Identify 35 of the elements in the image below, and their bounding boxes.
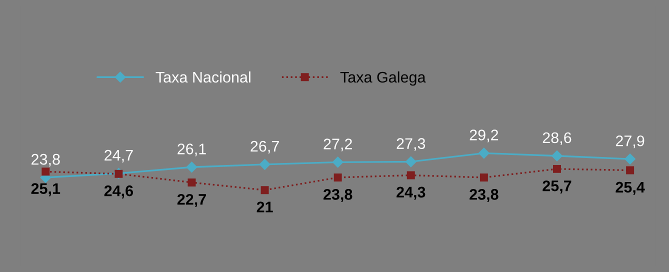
point (624, 154, 636, 164)
point (478, 148, 490, 159)
data-label: 29,2 (470, 130, 498, 142)
data-label: 26,7 (250, 140, 279, 154)
data-label: 23,8 (470, 189, 498, 202)
point (626, 166, 634, 174)
data-label: 25,1 (31, 183, 60, 196)
point (332, 156, 344, 168)
point (260, 186, 269, 194)
data-label: 23,8 (324, 189, 352, 202)
data-label: 24,6 (104, 185, 134, 198)
data-label: 24,7 (104, 150, 133, 163)
data-label: 25,4 (616, 182, 645, 195)
data-label: 27,2 (324, 138, 352, 152)
data-label: 24,3 (396, 186, 426, 200)
point (334, 174, 342, 182)
legend-label: Taxa Galega (340, 71, 426, 86)
point (406, 171, 415, 180)
data-label: 27,3 (396, 138, 426, 151)
point (553, 164, 561, 173)
data-label: 28,6 (542, 132, 572, 145)
data-label: 25,7 (542, 180, 572, 194)
data-label: 27,9 (616, 135, 644, 148)
point (259, 159, 270, 170)
legend-label: Taxa Nacional (156, 71, 250, 83)
data-label: 23,8 (32, 154, 60, 167)
point (42, 168, 50, 176)
point (552, 150, 562, 162)
data-label: 22,7 (177, 194, 206, 207)
data-label: 26,1 (178, 144, 206, 156)
point (405, 156, 416, 168)
point (480, 174, 488, 182)
data-label: 21 (256, 202, 273, 212)
point (186, 162, 198, 173)
point (188, 178, 196, 186)
